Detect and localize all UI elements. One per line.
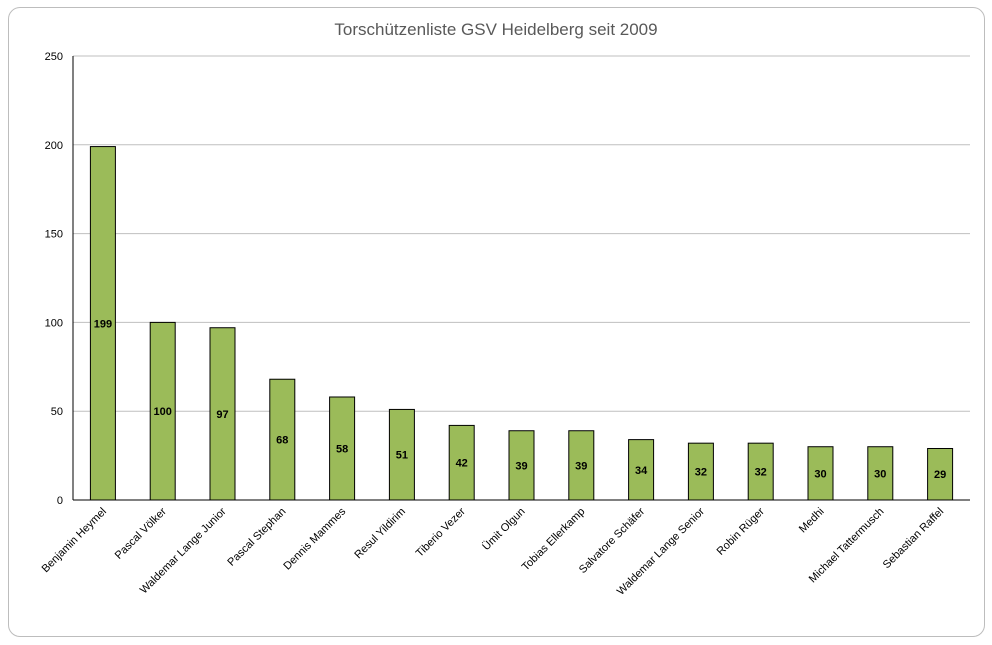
- data-label: 32: [695, 467, 707, 479]
- data-label: 58: [336, 443, 348, 455]
- data-label: 97: [216, 409, 228, 421]
- bar: [927, 447, 954, 501]
- bar: [747, 442, 774, 501]
- x-tick-label: Dennis Mammes: [281, 505, 348, 572]
- x-tick-label: Pascal Stephan: [225, 506, 288, 569]
- bar: [388, 408, 415, 501]
- data-label: 39: [515, 460, 527, 472]
- y-tick-label: 50: [51, 406, 63, 418]
- y-tick-label: 200: [45, 140, 63, 152]
- data-label: 51: [396, 450, 408, 462]
- x-tick-label: Tobias Ellerkamp: [520, 506, 588, 574]
- x-tick-label: Tiberio Vezer: [414, 505, 468, 559]
- x-tick-label: Robin Rüger: [715, 505, 767, 557]
- bar: [687, 442, 714, 501]
- chart-title: Torschützenliste GSV Heidelberg seit 200…: [334, 20, 657, 39]
- y-tick-label: 150: [45, 229, 63, 241]
- y-axis: 0 50 100 150 200 250: [45, 51, 74, 507]
- x-tick-label: Pascal Völker: [113, 505, 169, 561]
- data-label: 32: [755, 467, 767, 479]
- x-tick-label: Medhi: [797, 506, 827, 536]
- bar: [568, 430, 595, 501]
- gridlines: [73, 55, 970, 412]
- data-label: 100: [154, 406, 172, 418]
- data-label: 34: [635, 465, 648, 477]
- y-tick-label: 100: [45, 317, 63, 329]
- data-label: 68: [276, 435, 288, 447]
- bars: [89, 146, 954, 501]
- data-labels: 199 100 97 68 58 51 42 39 39 34 32 32 30 30 29: [94, 318, 947, 481]
- bar: [867, 446, 894, 501]
- bar: [209, 327, 236, 501]
- x-tick-label: Salvatore Schäfer: [577, 505, 648, 576]
- data-label: 42: [456, 458, 468, 470]
- y-tick-label: 0: [57, 495, 63, 507]
- data-label: 30: [814, 468, 826, 480]
- bar: [329, 396, 356, 501]
- data-label: 30: [874, 468, 886, 480]
- bar: [149, 321, 176, 501]
- x-tick-label: Benjamin Heymel: [40, 506, 109, 575]
- bar: [269, 378, 296, 501]
- y-tick-label: 250: [45, 51, 63, 63]
- x-tick-label: Resul Yildirim: [352, 506, 408, 562]
- bar: [89, 146, 116, 501]
- x-tick-label: Ümit Olgun: [480, 506, 527, 553]
- bar: [807, 446, 834, 501]
- data-label: 199: [94, 318, 112, 330]
- data-label: 39: [575, 460, 587, 472]
- x-tick-label: Sebastian Raffel: [881, 506, 946, 571]
- bar: [448, 424, 475, 501]
- data-label: 29: [934, 469, 946, 481]
